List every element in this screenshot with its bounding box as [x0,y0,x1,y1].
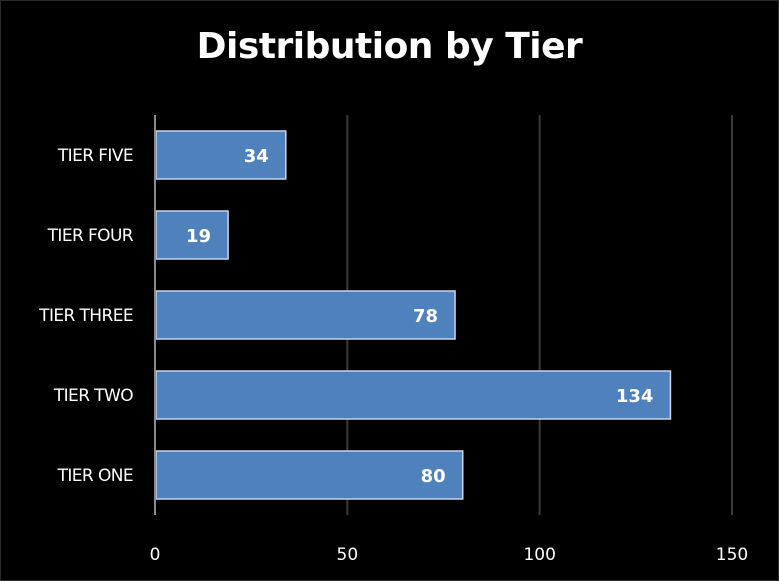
data-label: 34 [244,146,269,167]
data-label: 80 [421,466,446,487]
x-tick-label: 150 [716,545,748,565]
data-label: 19 [186,226,211,247]
x-tick-label: 0 [150,545,161,565]
bar [155,450,464,500]
bars [155,130,672,500]
x-tick-label: 100 [523,545,555,565]
category-label: TIER THREE [38,306,133,326]
x-tick-label: 50 [337,545,359,565]
chart-title: Distribution by Tier [196,26,583,67]
bar [155,210,229,260]
data-label: 78 [413,306,438,327]
category-label: TIER ONE [57,466,133,486]
category-label: TIER TWO [53,386,133,406]
bar [155,130,287,180]
bar [155,290,456,340]
category-label: TIER FIVE [57,146,133,166]
category-label: TIER FOUR [47,226,134,246]
labels: 0 50 100 150 TIER ONE 80 TIER TWO 134 TIER THREE… [38,146,748,565]
data-label: 134 [616,386,654,407]
bar [155,370,672,420]
